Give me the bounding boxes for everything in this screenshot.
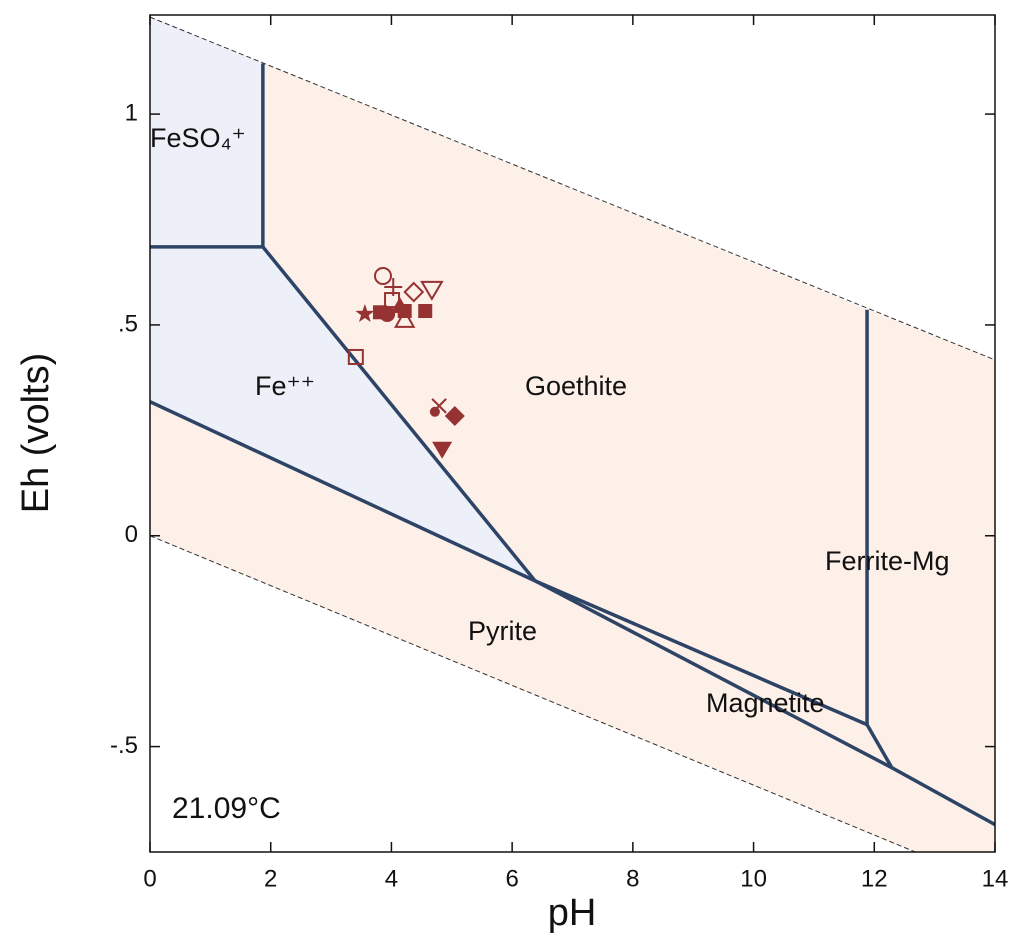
data-point [347, 348, 364, 365]
y-tick-label: 1 [125, 99, 138, 126]
y-tick-label: 0 [125, 521, 138, 548]
boundary-line [534, 579, 868, 727]
data-point [418, 304, 433, 319]
water-limit-line [150, 535, 917, 852]
data-point [373, 267, 392, 286]
x-tick-label: 6 [505, 865, 518, 892]
boundary-line [261, 245, 537, 582]
x-tick-label: 10 [740, 865, 767, 892]
data-point [444, 406, 465, 427]
x-tick-label: 12 [861, 865, 888, 892]
y-axis-label: Eh (volts) [15, 353, 57, 513]
region-label: Ferrite-Mg [825, 546, 950, 576]
data-point [355, 303, 375, 323]
x-tick-label: 4 [385, 865, 398, 892]
temperature-annotation: 21.09°C [172, 792, 281, 825]
plot-frame [149, 14, 996, 853]
data-point [432, 441, 453, 459]
region-label: Magnetite [706, 688, 825, 718]
data-point [393, 308, 416, 328]
region-label: Pyrite [468, 616, 537, 646]
region-label: Fe⁺⁺ [255, 371, 315, 401]
region-label: FeSO₄⁺ [150, 123, 246, 153]
y-tick-label: .5 [118, 310, 138, 337]
x-tick-label: 2 [264, 865, 277, 892]
region-label: Goethite [525, 371, 627, 401]
boundary-line [865, 723, 894, 769]
plot-area [150, 16, 995, 852]
data-point [420, 280, 444, 301]
x-axis-label: pH [548, 892, 597, 934]
data-point [379, 305, 396, 322]
data-point [403, 281, 425, 303]
x-tick-label: 14 [982, 865, 1009, 892]
y-tick-label: -.5 [110, 732, 138, 759]
x-tick-label: 0 [143, 865, 156, 892]
data-point [429, 406, 440, 417]
x-tick-label: 8 [626, 865, 639, 892]
boundary-line [150, 400, 536, 583]
